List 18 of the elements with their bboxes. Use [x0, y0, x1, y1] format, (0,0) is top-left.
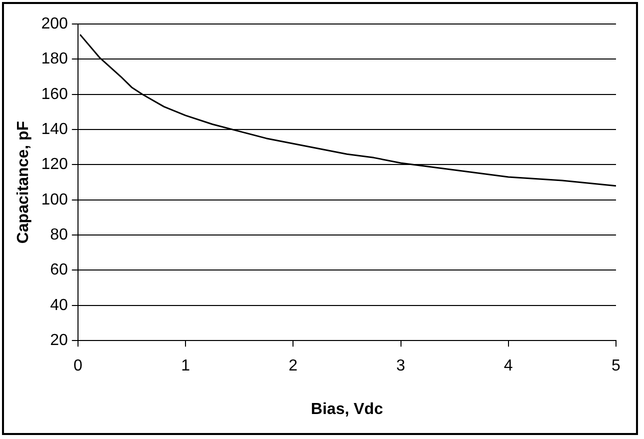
y-tick-label: 100: [41, 191, 68, 208]
y-tick-label: 180: [41, 50, 68, 68]
x-axis-title: Bias, Vdc: [310, 400, 384, 418]
x-tick-label: 0: [73, 358, 82, 375]
y-tick-label: 40: [50, 296, 68, 314]
y-tick-label: 20: [50, 332, 68, 350]
y-tick-label: 60: [50, 262, 68, 279]
x-tick-label: 4: [504, 358, 513, 375]
y-tick-label: 140: [41, 120, 68, 138]
x-tick-label: 5: [612, 358, 621, 375]
x-tick-label: 3: [396, 358, 406, 375]
y-tick-label: 80: [50, 226, 68, 244]
x-tick-label: 1: [181, 358, 190, 375]
y-tick-label: 160: [41, 86, 68, 103]
y-axis-title: Capacitance, pF: [15, 120, 32, 244]
x-tick-label: 2: [288, 358, 298, 375]
y-tick-label: 120: [41, 156, 68, 174]
y-tick-label: 200: [41, 15, 68, 32]
